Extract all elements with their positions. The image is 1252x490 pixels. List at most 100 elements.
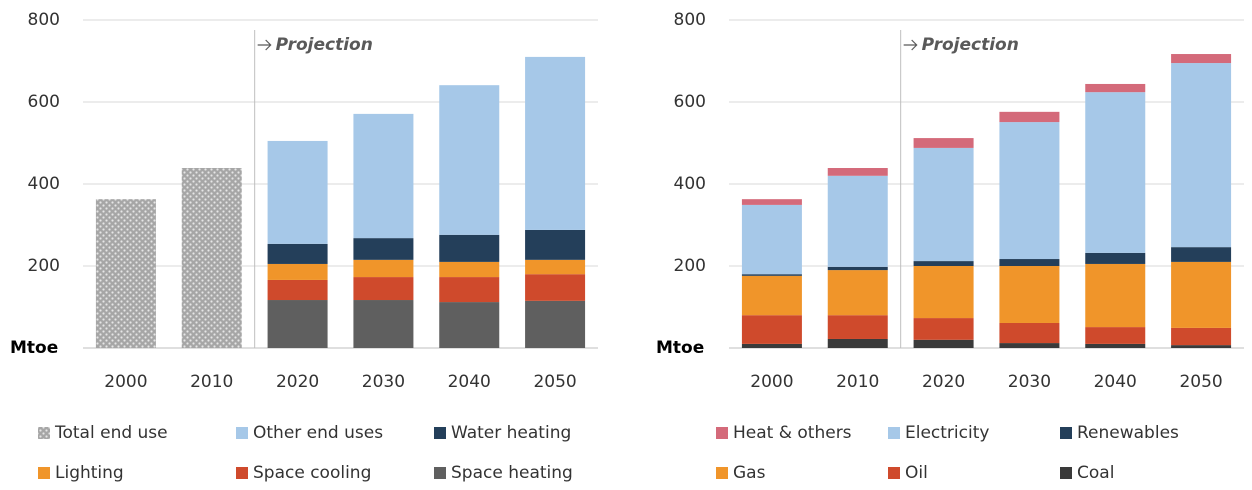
x-tick-label: 2000 [104,372,147,392]
x-tick-label: 2020 [276,372,319,392]
bar-segment [1085,327,1146,344]
bar-segment [999,266,1060,323]
y-tick-label: 200 [28,256,60,276]
bar-segment [913,266,974,319]
bar-segment [1171,54,1232,64]
x-tick-label: 2000 [750,372,793,392]
y-tick-label: 200 [674,256,706,276]
legend-marker [1060,467,1072,479]
bar-segment [1171,261,1232,328]
legend-marker [38,427,50,439]
legend-label: Water heating [451,423,571,443]
legend-label: Space cooling [253,463,371,483]
bar-segment [999,122,1060,260]
x-tick-label: 2030 [362,372,405,392]
bar-segment [827,338,888,348]
bar-segment [439,277,500,303]
legend-marker [38,467,50,479]
bar-segment [525,300,586,348]
bar-segment [999,322,1060,344]
x-tick-label: 2020 [922,372,965,392]
legend-marker [434,427,446,439]
y-tick-label: 400 [28,174,60,194]
legend-label: Space heating [451,463,573,483]
y-tick-label: 400 [674,174,706,194]
bar-segment [999,343,1060,348]
bar-segment [439,261,500,278]
y-tick-label: 800 [28,10,60,30]
bar-segment [741,275,802,316]
legend-label: Heat & others [733,423,852,443]
bar-segment [913,261,974,266]
bar-segment [1085,252,1146,264]
bar-segment [999,111,1060,123]
legend-marker [716,467,728,479]
legend-label: Coal [1077,463,1114,483]
y-tick-label: 600 [28,92,60,112]
x-tick-label: 2010 [836,372,879,392]
legend-label: Electricity [905,423,989,443]
bar-segment [267,140,328,244]
x-tick-label: 2030 [1008,372,1051,392]
bar-segment [913,339,974,348]
bar-segment [267,300,328,348]
bar-segment [913,147,974,262]
bar-segment [1085,263,1146,328]
bar-segment [525,229,586,260]
bar-segment [827,175,888,267]
legend-label: Oil [905,463,928,483]
bar-segment [439,85,500,235]
legend-label: Gas [733,463,766,483]
bar-segment [741,315,802,344]
projection-arrow [903,39,918,51]
bar-segment [1171,247,1232,262]
bar-segment [181,168,242,348]
bar-segment [525,274,586,301]
bar-segment [1171,327,1232,346]
bar-segment [913,318,974,340]
bar-segment [267,263,328,280]
bar-segment [741,274,802,276]
bar-segment [741,204,802,275]
x-tick-label: 2040 [448,372,491,392]
legend-label: Lighting [55,463,124,483]
bar-segment [913,138,974,148]
projection-arrow [257,39,272,51]
bar-segment [827,270,888,316]
legend-marker [888,467,900,479]
bar-segment [353,259,414,278]
legend-marker [1060,427,1072,439]
legend-marker [716,427,728,439]
legend-marker [236,467,248,479]
bar-segment [267,279,328,301]
bar-segment [353,238,414,260]
bar-segment [353,113,414,239]
bar-segment [353,300,414,348]
y-axis-label: Mtoe [656,338,704,358]
x-tick-label: 2040 [1094,372,1137,392]
bar-segment [827,315,888,339]
legend-label: Renewables [1077,423,1179,443]
bar-segment [525,259,586,275]
x-tick-label: 2010 [190,372,233,392]
x-tick-label: 2050 [533,372,576,392]
bar-segment [95,199,156,348]
legend-marker [434,467,446,479]
bar-segment [827,168,888,176]
y-tick-label: 800 [674,10,706,30]
bar-segment [827,266,888,271]
bar-segment [1085,83,1146,93]
annotation: Projection [922,35,1019,55]
legend-label: Total end use [54,423,168,443]
x-tick-label: 2050 [1179,372,1222,392]
bar-segment [353,277,414,301]
bar-segment [1085,92,1146,253]
bar-segment [1085,343,1146,348]
bar-segment [267,243,328,264]
annotation: Projection [276,35,373,55]
bar-segment [1171,63,1232,248]
y-axis-label: Mtoe [10,338,58,358]
bar-segment [1171,345,1232,348]
legend-label: Other end uses [253,423,383,443]
y-tick-label: 600 [674,92,706,112]
